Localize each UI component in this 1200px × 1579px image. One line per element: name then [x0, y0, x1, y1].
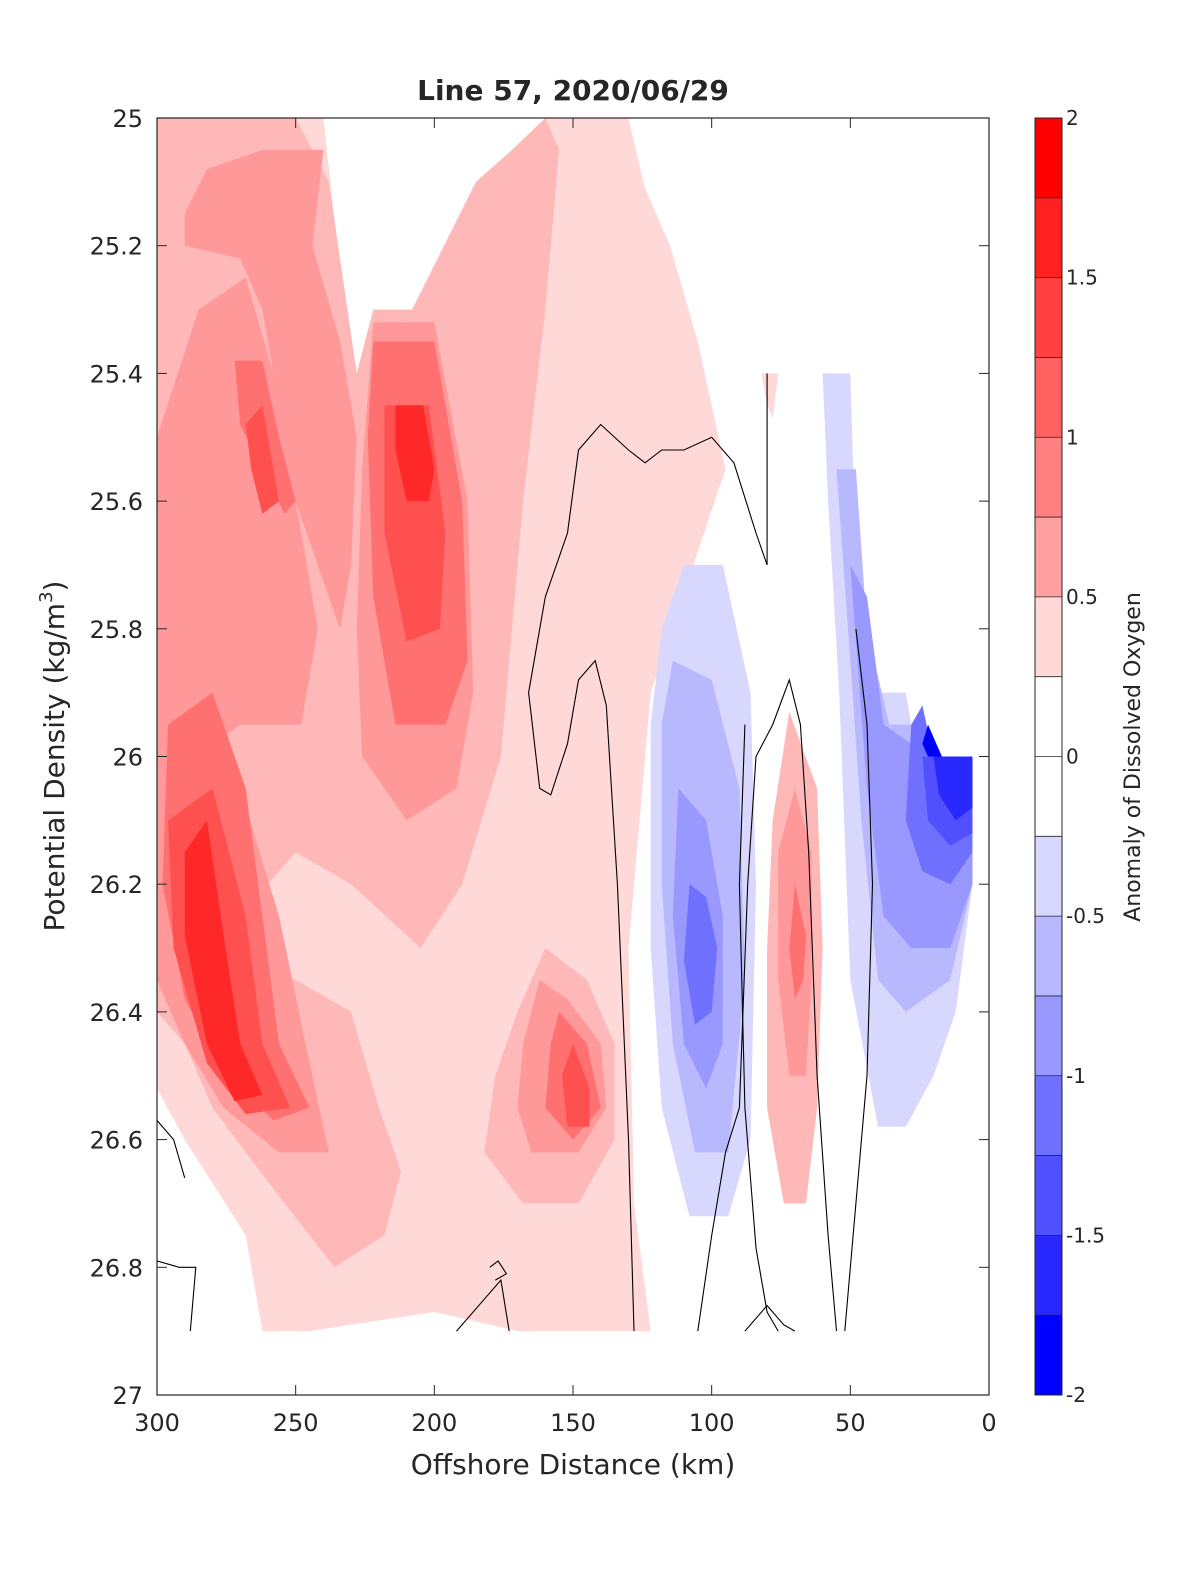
- contour-region-21: [561, 1043, 590, 1127]
- y-tick-label: 25.8: [90, 616, 143, 644]
- y-tick-label: 25.2: [90, 233, 143, 261]
- contour-region-33: [933, 756, 973, 821]
- colorbar-segment: [1035, 1315, 1062, 1395]
- colorbar-tick-label: -2: [1066, 1383, 1086, 1407]
- contour-region-1: [600, 118, 701, 361]
- y-tick-label: 25: [112, 105, 143, 133]
- x-axis-label: Offshore Distance (km): [411, 1448, 736, 1481]
- colorbar-segment: [1035, 1155, 1062, 1236]
- contour-line-2: [697, 678, 838, 1332]
- colorbar-tick-label: 2: [1066, 106, 1079, 130]
- colorbar-tick-label: 1.5: [1066, 266, 1098, 290]
- contour-region-30: [683, 884, 718, 1025]
- colorbar-frame: [1034, 117, 1063, 1396]
- x-tick-label: 50: [835, 1409, 866, 1437]
- contour-region-18: [245, 405, 279, 514]
- contour-line-6: [456, 1278, 510, 1332]
- colorbar-segment: [1035, 916, 1062, 996]
- filled-contours: [157, 118, 973, 1332]
- y-axis: 25 25.2 25.4 25.6 25.8 26 26.2 26.4 26.6 26.8 27: [90, 105, 989, 1410]
- colorbar-segment: [1035, 836, 1062, 917]
- colorbar-segment: [1035, 437, 1062, 518]
- colorbar-segment: [1035, 596, 1062, 677]
- y-tick-label: 26.8: [90, 1254, 143, 1282]
- contour-region-2: [761, 373, 779, 419]
- contour-line-0: [528, 373, 768, 789]
- x-tick-label: 300: [134, 1409, 180, 1437]
- contour-line-4: [157, 1120, 186, 1179]
- chart-title: Line 57, 2020/06/29: [417, 74, 729, 107]
- colorbar-label: Anomaly of Dissolved Oxygen: [1121, 592, 1146, 922]
- y-axis-label-main: Potential Density (kg/m: [38, 603, 71, 932]
- colorbar-tick-label: -0.5: [1066, 904, 1105, 928]
- colorbar-tick-label: 0.5: [1066, 585, 1098, 609]
- contour-region-22: [395, 405, 435, 502]
- contour-line-7: [489, 1260, 508, 1281]
- colorbar-segment: [1035, 1235, 1062, 1316]
- colorbar-segment: [1035, 756, 1062, 837]
- contour-line-5: [157, 1260, 197, 1332]
- x-tick-label: 0: [981, 1409, 996, 1437]
- x-axis: 300 250 200 150 100 50 0: [134, 118, 997, 1437]
- contour-region-7: [184, 149, 357, 629]
- x-tick-label: 250: [273, 1409, 319, 1437]
- y-tick-label: 27: [112, 1382, 143, 1410]
- colorbar-tick-label: -1.5: [1066, 1223, 1105, 1247]
- colorbar-segment: [1035, 357, 1062, 438]
- contour-region-8: [157, 277, 318, 789]
- x-tick-label: 100: [689, 1409, 735, 1437]
- y-tick-label: 26: [112, 744, 143, 772]
- x-tick-label: 150: [550, 1409, 596, 1437]
- colorbar-tick-label: -1: [1066, 1064, 1086, 1088]
- colorbar-segment: [1035, 676, 1062, 757]
- contour-line-8: [744, 1304, 796, 1332]
- colorbar-segment: [1035, 197, 1062, 278]
- colorbar-segment: [1035, 1075, 1062, 1156]
- x-tick-label: 200: [411, 1409, 457, 1437]
- plot-area: [157, 118, 989, 1395]
- colorbar-segment: [1035, 995, 1062, 1076]
- contour-line-3: [738, 724, 779, 1332]
- colorbar-tick-label: 0: [1066, 745, 1079, 769]
- contour-region-23: [184, 820, 263, 1102]
- colorbar-segment: [1035, 277, 1062, 358]
- y-tick-label: 26.2: [90, 871, 143, 899]
- y-tick-label: 26.4: [90, 999, 143, 1027]
- y-axis-label-superscript: 3: [36, 591, 57, 602]
- y-tick-label: 25.4: [90, 360, 143, 388]
- y-tick-label: 25.6: [90, 488, 143, 516]
- contour-line-9: [844, 628, 874, 1332]
- contour-region-34: [922, 724, 942, 757]
- contour-line-1: [539, 659, 635, 1332]
- y-axis-label-end: ): [38, 581, 71, 592]
- y-axis-label: Potential Density (kg/m3): [36, 581, 71, 932]
- contour-region-17: [789, 884, 806, 1000]
- y-tick-label: 26.6: [90, 1127, 143, 1155]
- colorbar-tick-label: 1: [1066, 425, 1079, 449]
- colorbar: 2 1.5 1 0.5 0 -0.5 -1 -1.5 -2: [1034, 106, 1105, 1407]
- colorbar-segment: [1035, 118, 1062, 198]
- zero-contour-lines: [157, 373, 874, 1332]
- colorbar-segment: [1035, 517, 1062, 597]
